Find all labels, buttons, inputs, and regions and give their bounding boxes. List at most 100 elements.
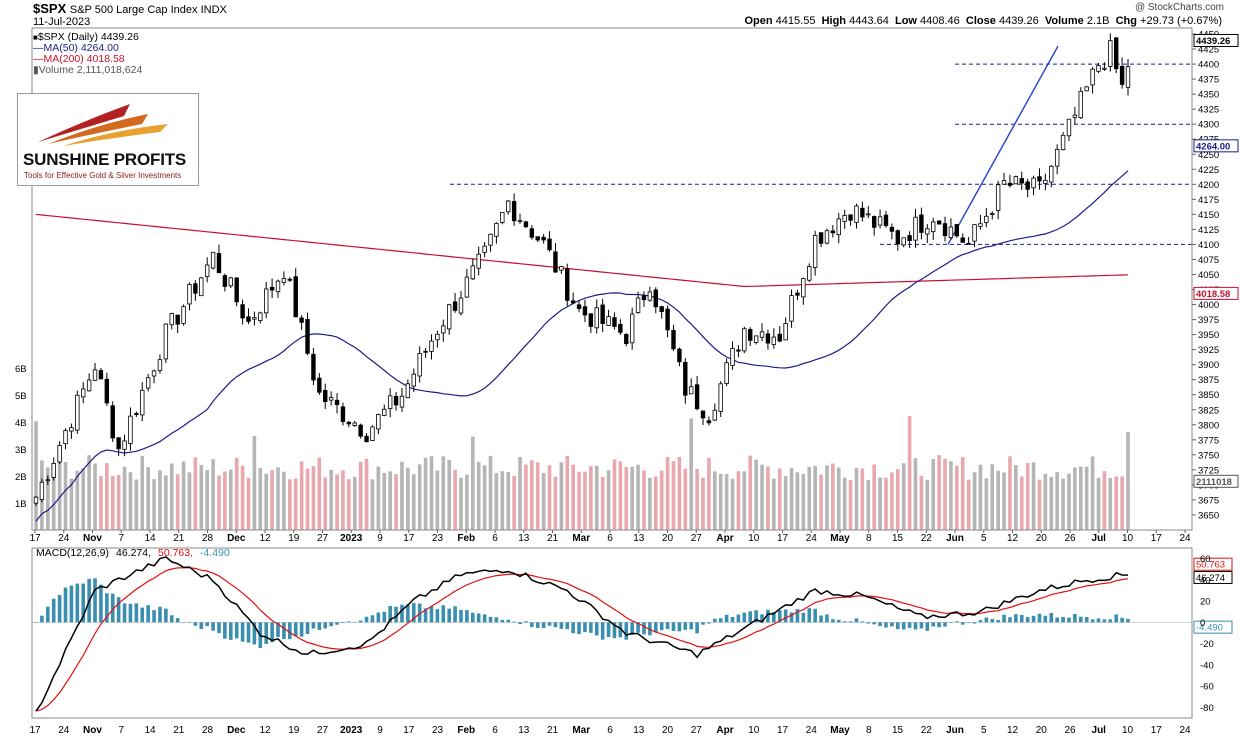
macd-histogram-bar — [772, 612, 776, 623]
candle-body — [1096, 65, 1101, 72]
candle-body — [1084, 86, 1089, 92]
macd-histogram-bar — [288, 622, 292, 640]
volume-bar — [966, 479, 971, 530]
candle-body — [287, 278, 293, 281]
macd-histogram-bar — [323, 622, 328, 629]
volume-bar — [594, 465, 599, 530]
volume-bar — [276, 467, 280, 530]
macd-histogram-bar — [234, 622, 239, 639]
candle-body — [423, 350, 428, 353]
volume-bar — [724, 473, 729, 530]
volume-bar — [925, 479, 930, 530]
macd-tick-label: -80 — [1200, 703, 1214, 714]
volume-bar — [382, 473, 387, 530]
volume-bar — [223, 471, 227, 530]
candle-body — [553, 251, 558, 273]
volume-bar — [972, 472, 977, 530]
volume-bar — [282, 471, 286, 530]
macd-panel-frame — [31, 547, 1193, 719]
macd-histogram-bar — [128, 603, 133, 623]
candle-body — [1043, 179, 1048, 184]
volume-bar — [116, 474, 121, 530]
macd-histogram-bar — [789, 612, 794, 623]
macd-histogram-bar — [352, 622, 357, 623]
macd-histogram-bar — [1084, 617, 1089, 623]
volume-bar — [648, 477, 652, 530]
volume-bar — [825, 465, 829, 530]
candle-body — [151, 370, 157, 377]
x-tick-label: 8 — [866, 533, 872, 544]
macd-histogram-bar — [341, 622, 345, 624]
macd-histogram-bar — [1031, 615, 1036, 623]
macd-histogram-bar — [252, 622, 257, 645]
macd-histogram-bar — [93, 578, 97, 623]
macd-histogram-bar — [299, 622, 304, 637]
volume-bar — [766, 466, 770, 530]
candle-body — [169, 313, 174, 326]
macd-histogram-bar — [677, 622, 682, 632]
volume-bar — [884, 477, 888, 530]
macd-histogram-bar — [718, 618, 723, 623]
close-price-badge — [1193, 33, 1239, 47]
candle-body — [594, 307, 599, 329]
macd-histogram-bar — [187, 621, 192, 623]
volume-bar — [836, 467, 841, 530]
macd-legend-hist: -4.490 — [200, 547, 230, 559]
x-tick-label-bottom: 27 — [691, 725, 703, 736]
x-tick-label: Feb — [457, 533, 475, 544]
volume-bar — [63, 461, 68, 530]
macd-tick-label: -40 — [1200, 660, 1214, 671]
candle-body — [387, 395, 393, 410]
macd-histogram-bar — [411, 603, 416, 623]
volume-bar — [411, 474, 416, 530]
volume-bar — [713, 471, 717, 530]
volume-bar — [500, 471, 505, 530]
candle-body — [163, 323, 169, 360]
macd-histogram-bar — [1043, 615, 1048, 623]
volume-bar — [760, 464, 764, 530]
x-tick-label-bottom: 17 — [1151, 725, 1163, 736]
volume-bar — [370, 479, 375, 530]
macd-histogram-bar — [500, 619, 505, 623]
volume-bar — [305, 468, 310, 530]
candle-body — [972, 224, 977, 242]
candle-body — [995, 184, 1001, 211]
volume-bar — [872, 464, 876, 530]
macd-histogram-bar — [1090, 619, 1095, 623]
volume-bar — [376, 466, 381, 530]
macd-histogram-bar — [630, 622, 634, 636]
macd-histogram-bar — [925, 622, 930, 631]
macd-tick-label: -20 — [1200, 639, 1214, 650]
candle-body — [435, 333, 440, 341]
x-tick-label-bottom: Apr — [716, 725, 733, 736]
candle-body — [742, 328, 747, 352]
price-tick-label: 3925 — [1198, 345, 1219, 356]
macd-histogram-bar — [358, 620, 363, 623]
macd-histogram-bar — [884, 622, 888, 628]
candle-body — [618, 323, 623, 333]
macd-histogram-bar — [795, 609, 800, 623]
macd-histogram-bar — [494, 617, 499, 623]
price-tick-label: 3900 — [1198, 360, 1219, 371]
macd-histogram-bar — [205, 622, 209, 626]
macd-histogram-bar — [1061, 616, 1065, 623]
macd-histogram-bar — [901, 622, 906, 630]
price-tick-label: 4125 — [1198, 225, 1219, 236]
volume-bar — [394, 474, 398, 530]
ohlc-readout: Open 4415.55 High 4443.64 Low 4408.46 Cl… — [744, 15, 1222, 27]
candle-body — [204, 264, 210, 277]
candle-body — [175, 314, 180, 325]
volume-bar — [169, 463, 174, 530]
volume-bar — [1108, 477, 1113, 530]
macd-histogram-bar — [1078, 616, 1083, 623]
macd-histogram-bar — [819, 615, 823, 623]
candle-body — [541, 236, 546, 241]
macd-histogram-bar — [51, 598, 56, 623]
candle-body — [895, 230, 900, 245]
x-tick-label-bottom: 15 — [892, 725, 904, 736]
volume-bar — [653, 476, 658, 530]
x-tick-label: Jun — [946, 533, 964, 544]
volume-bar — [630, 466, 634, 530]
volume-bar — [193, 457, 198, 530]
